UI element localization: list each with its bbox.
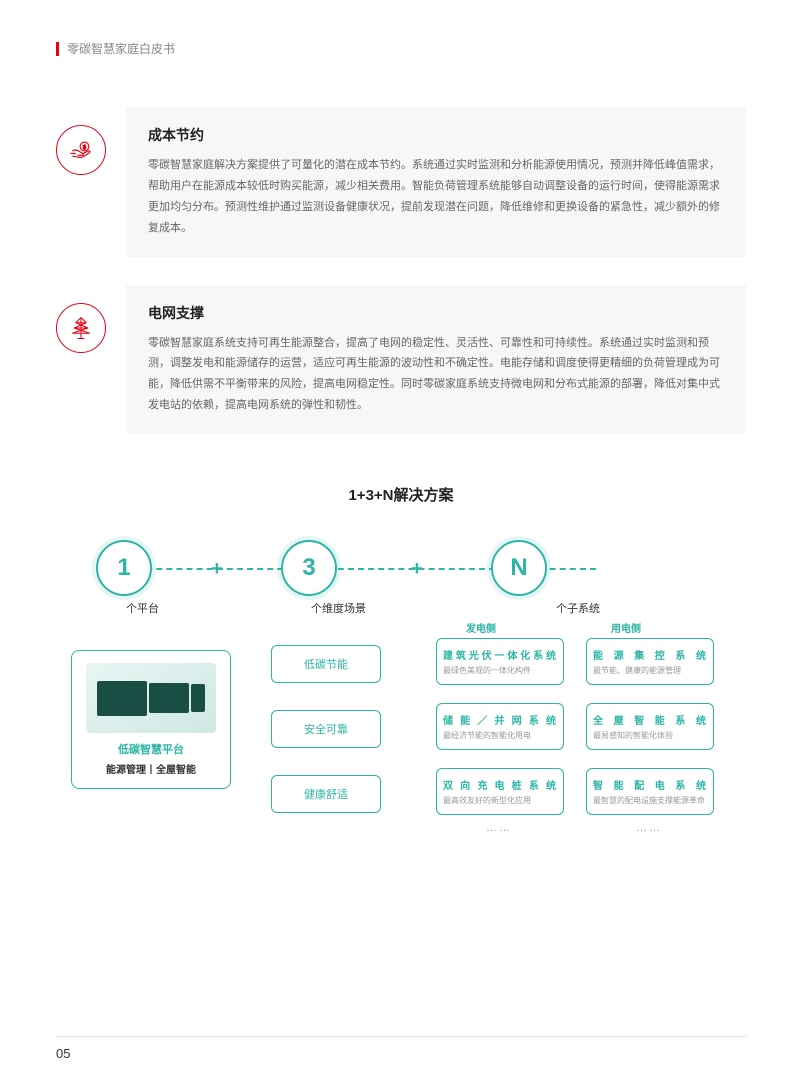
- svg-text:$: $: [83, 145, 86, 151]
- node-label: 个子系统: [556, 600, 600, 616]
- system-box: 智能配电系统 最智慧的配电设施支撑能源革命: [586, 768, 714, 815]
- node-value: N: [510, 554, 527, 582]
- page-number: 05: [56, 1046, 70, 1061]
- node-3: 3: [281, 540, 337, 596]
- section-title: 电网支撑: [148, 303, 724, 323]
- page-header: 零碳智慧家庭白皮书: [56, 40, 746, 57]
- solution-title: 1+3+N解决方案: [56, 484, 746, 505]
- system-box: 储能／并网系统 最经济节能的智能化用电: [436, 703, 564, 750]
- dimension-box: 低碳节能: [271, 645, 381, 683]
- system-subtitle: 最绿色美观的一体化构件: [443, 665, 557, 676]
- node-value: 3: [302, 554, 315, 582]
- system-title: 双向充电桩系统: [443, 777, 557, 792]
- system-title: 建筑光伏一体化系统: [443, 647, 557, 662]
- use-side-label: 用电侧: [611, 620, 641, 635]
- system-box: 能源集控系统 最节能、健康的能源管理: [586, 638, 714, 685]
- section-title: 成本节约: [148, 125, 724, 145]
- plus-icon: +: [211, 558, 223, 581]
- system-subtitle: 最易感知的智能化体验: [593, 730, 707, 741]
- section-body: 零碳智慧家庭系统支持可再生能源整合，提高了电网的稳定性、灵活性、可靠性和可持续性…: [148, 333, 724, 417]
- dimension-box: 健康舒适: [271, 775, 381, 813]
- system-subtitle: 最高效友好的新型化应用: [443, 795, 557, 806]
- cost-saving-icon: $: [56, 125, 106, 175]
- section-body: 零碳智慧家庭解决方案提供了可量化的潜在成本节约。系统通过实时监测和分析能源使用情…: [148, 155, 724, 239]
- system-subtitle: 最经济节能的智能化用电: [443, 730, 557, 741]
- ellipsis: ……: [486, 822, 512, 834]
- platform-devices-image: [86, 663, 216, 733]
- system-subtitle: 最节能、健康的能源管理: [593, 665, 707, 676]
- system-subtitle: 最智慧的配电设施支撑能源革命: [593, 795, 707, 806]
- system-title: 能源集控系统: [593, 647, 707, 662]
- power-grid-icon: [56, 303, 106, 353]
- node-label: 个维度场景: [311, 600, 366, 616]
- section-content: 电网支撑 零碳智慧家庭系统支持可再生能源整合，提高了电网的稳定性、灵活性、可靠性…: [126, 285, 746, 435]
- system-title: 智能配电系统: [593, 777, 707, 792]
- system-box: 建筑光伏一体化系统 最绿色美观的一体化构件: [436, 638, 564, 685]
- section-content: 成本节约 零碳智慧家庭解决方案提供了可量化的潜在成本节约。系统通过实时监测和分析…: [126, 107, 746, 257]
- header-title: 零碳智慧家庭白皮书: [67, 40, 175, 57]
- accent-bar: [56, 42, 59, 56]
- system-box: 全屋智能系统 最易感知的智能化体验: [586, 703, 714, 750]
- gen-side-label: 发电侧: [466, 620, 496, 635]
- system-box: 双向充电桩系统 最高效友好的新型化应用: [436, 768, 564, 815]
- platform-name: 低碳智慧平台: [82, 741, 220, 757]
- ellipsis: ……: [636, 822, 662, 834]
- node-value: 1: [117, 554, 130, 582]
- system-title: 储能／并网系统: [443, 712, 557, 727]
- platform-subtitle: 能源管理丨全屋智能: [82, 761, 220, 776]
- dimension-box: 安全可靠: [271, 710, 381, 748]
- section-grid: 电网支撑 零碳智慧家庭系统支持可再生能源整合，提高了电网的稳定性、灵活性、可靠性…: [56, 285, 746, 435]
- system-title: 全屋智能系统: [593, 712, 707, 727]
- node-1: 1: [96, 540, 152, 596]
- section-cost: $ 成本节约 零碳智慧家庭解决方案提供了可量化的潜在成本节约。系统通过实时监测和…: [56, 107, 746, 257]
- node-n: N: [491, 540, 547, 596]
- platform-box: 低碳智慧平台 能源管理丨全屋智能: [71, 650, 231, 789]
- solution-diagram: 1 个平台 + 3 个维度场景 + N 个子系统 发电侧 用电侧 低碳智慧平台 …: [56, 540, 746, 960]
- plus-icon: +: [411, 558, 423, 581]
- node-label: 个平台: [126, 600, 159, 616]
- footer-divider: [56, 1036, 746, 1037]
